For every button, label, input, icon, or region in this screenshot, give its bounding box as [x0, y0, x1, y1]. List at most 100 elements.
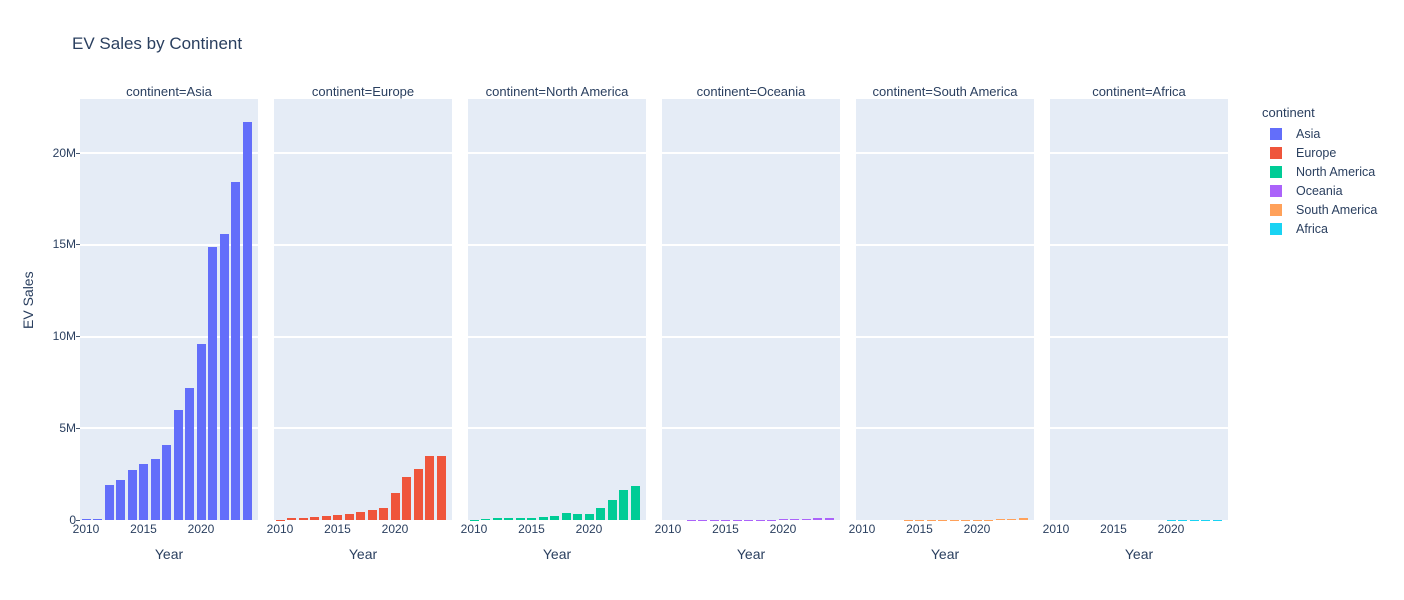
gridline	[274, 152, 452, 155]
gridline	[856, 152, 1034, 155]
gridline	[662, 427, 840, 430]
y-tick-mark	[76, 152, 80, 154]
bar-2024	[436, 455, 446, 520]
y-tick-label: 15M	[52, 237, 76, 252]
x-tick-label: 2020	[769, 522, 797, 536]
legend-item-north-america[interactable]: North America	[1270, 162, 1375, 181]
x-axis-title: Year	[736, 546, 766, 562]
gridline	[662, 335, 840, 338]
x-tick-label: 2010	[848, 522, 876, 536]
x-axis-title: Year	[930, 546, 960, 562]
bar-2024	[242, 121, 252, 520]
x-tick-label: 2015	[906, 522, 933, 536]
legend-item-europe[interactable]: Europe	[1270, 143, 1336, 162]
x-axis-title: Year	[1124, 546, 1154, 562]
bar-2011	[287, 518, 296, 520]
plot-area	[662, 99, 840, 520]
y-tick-mark	[76, 336, 80, 338]
bar-2011	[481, 519, 490, 520]
legend-label: North America	[1296, 164, 1376, 179]
facet-title: continent=Africa	[1092, 84, 1186, 99]
legend-swatch-icon	[1270, 203, 1282, 216]
bar-2023	[425, 455, 434, 520]
x-tick-label: 2010	[1042, 522, 1070, 536]
gridline	[856, 243, 1034, 246]
x-tick-label: 2010	[460, 522, 488, 536]
bar-2022	[607, 499, 617, 520]
x-tick-label: 2015	[1100, 522, 1127, 536]
bar-2015	[139, 464, 148, 520]
legend-label: Asia	[1296, 126, 1321, 141]
bar-2013	[116, 479, 125, 520]
bar-2011	[93, 518, 102, 520]
x-tick-label: 2020	[963, 522, 991, 536]
bar-2022	[995, 519, 1005, 520]
gridline	[80, 152, 258, 155]
gridline	[274, 243, 452, 246]
gridline	[662, 243, 840, 246]
bar-2021	[402, 476, 411, 520]
bar-2017	[356, 512, 365, 520]
bar-2023	[231, 182, 240, 520]
gridline	[1050, 243, 1228, 246]
bar-2018	[561, 513, 571, 520]
facet-title: continent=North America	[485, 84, 629, 99]
bar-2020	[778, 519, 788, 520]
plot-area	[274, 99, 452, 520]
gridline	[274, 335, 452, 338]
legend-title: continent	[1262, 105, 1315, 120]
legend-swatch-icon	[1270, 184, 1282, 197]
bar-2024	[824, 517, 834, 520]
x-tick-label: 2020	[575, 522, 603, 536]
bar-2010	[81, 519, 91, 520]
bar-2012	[492, 518, 502, 520]
y-tick-mark	[76, 427, 80, 429]
facet-title: continent=Oceania	[696, 84, 806, 99]
legend-swatch-icon	[1270, 165, 1282, 178]
bar-2018	[367, 509, 377, 520]
bar-2020	[196, 343, 206, 520]
plot-area	[468, 99, 646, 520]
y-tick-mark	[76, 519, 80, 521]
bar-2024	[630, 486, 640, 520]
legend-item-south-america[interactable]: South America	[1270, 200, 1377, 219]
x-tick-label: 2015	[324, 522, 351, 536]
bar-2021	[208, 246, 217, 520]
bar-2017	[550, 516, 559, 520]
x-axis-title: Year	[348, 546, 378, 562]
x-tick-label: 2015	[712, 522, 739, 536]
legend-item-africa[interactable]: Africa	[1270, 219, 1328, 238]
bar-2019	[573, 513, 582, 520]
legend-item-oceania[interactable]: Oceania	[1270, 181, 1343, 200]
facet-title: continent=Europe	[311, 84, 415, 99]
bar-2022	[413, 468, 423, 520]
x-tick-label: 2020	[187, 522, 215, 536]
legend-label: South America	[1296, 202, 1378, 217]
x-tick-label: 2015	[518, 522, 545, 536]
gridline	[856, 335, 1034, 338]
gridline	[856, 427, 1034, 430]
bar-2015	[527, 517, 536, 520]
plot-area	[856, 99, 1034, 520]
y-tick-label: 5M	[59, 420, 76, 435]
bar-2019	[185, 387, 194, 520]
legend-item-asia[interactable]: Asia	[1270, 124, 1320, 143]
bar-2015	[333, 514, 342, 520]
gridline	[1050, 335, 1228, 338]
bar-2013	[504, 517, 513, 520]
bar-2013	[310, 517, 319, 520]
x-tick-label: 2020	[1157, 522, 1185, 536]
bar-2024	[1018, 518, 1028, 520]
bar-2019	[379, 507, 388, 520]
legend-label: Oceania	[1296, 183, 1343, 198]
legend-swatch-icon	[1270, 127, 1282, 140]
plot-area	[1050, 99, 1228, 520]
x-axis-title: Year	[542, 546, 572, 562]
bar-2023	[813, 518, 822, 520]
bar-2012	[298, 517, 308, 520]
gridline	[274, 427, 452, 430]
x-tick-label: 2015	[130, 522, 157, 536]
facet-title: continent=South America	[872, 84, 1018, 99]
gridline	[80, 335, 258, 338]
